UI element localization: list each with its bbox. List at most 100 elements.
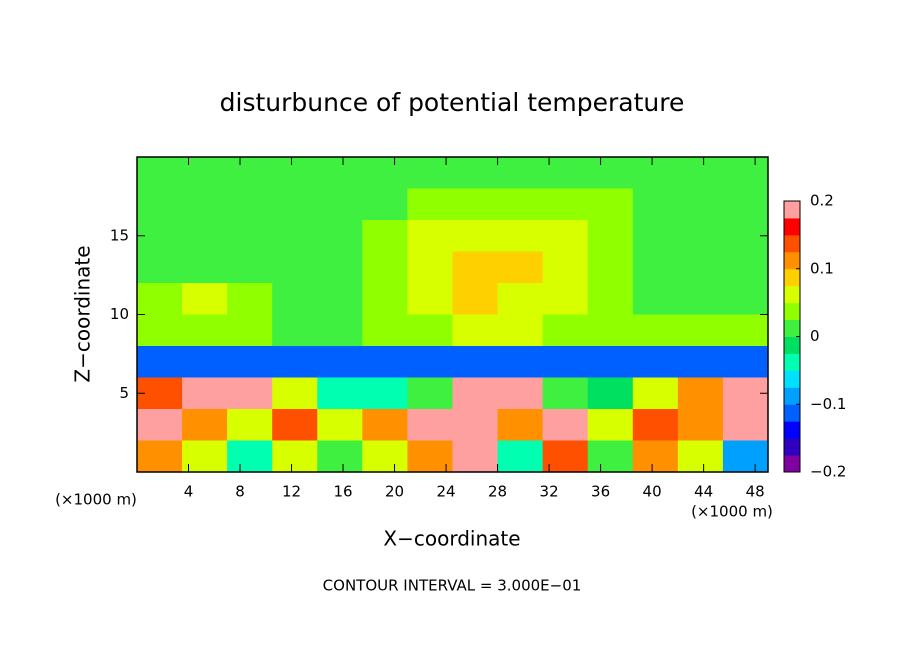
heat-cell xyxy=(317,314,363,347)
heat-cell xyxy=(677,188,724,221)
heat-cell xyxy=(722,409,769,441)
heat-cell xyxy=(722,188,769,221)
heat-cell xyxy=(677,377,724,410)
heat-cell xyxy=(587,377,634,410)
heat-cell xyxy=(182,409,228,441)
colorbar-segment xyxy=(784,404,800,422)
heat-cell xyxy=(362,409,408,441)
heat-cell xyxy=(542,188,589,221)
heat-cell xyxy=(587,188,634,221)
heat-cell xyxy=(272,346,318,378)
heat-cell xyxy=(587,440,634,473)
heat-cell xyxy=(632,346,679,378)
heat-cell xyxy=(407,220,453,252)
heat-cell xyxy=(677,409,724,441)
heat-cell xyxy=(587,409,634,441)
heat-cell xyxy=(587,251,634,284)
heat-cell xyxy=(452,220,499,252)
colorbar-segment xyxy=(784,234,800,253)
heat-cell xyxy=(362,220,408,252)
heat-cell xyxy=(542,346,589,378)
heat-cell xyxy=(497,409,544,441)
heat-cell xyxy=(272,377,318,410)
heat-cell xyxy=(677,157,724,189)
y-tick-label: 10 xyxy=(110,305,129,323)
heat-cell xyxy=(452,409,499,441)
heat-cell xyxy=(677,314,724,347)
heat-cell xyxy=(227,409,273,441)
heat-cell xyxy=(137,157,183,189)
y-tick-label: 5 xyxy=(119,384,129,402)
heat-cell xyxy=(587,314,634,347)
colorbar-tick-label: −0.1 xyxy=(810,395,846,413)
heat-cell xyxy=(452,157,499,189)
heat-cell xyxy=(182,157,228,189)
heat-cell xyxy=(542,377,589,410)
heat-cell xyxy=(137,314,183,347)
heat-cell xyxy=(227,188,273,221)
colorbar-segment xyxy=(784,319,800,337)
heat-cell xyxy=(722,157,769,189)
colorbar-segment xyxy=(784,285,800,304)
colorbar-segment xyxy=(784,455,800,473)
heat-cell xyxy=(272,283,318,315)
chart-title: disturbunce of potential temperature xyxy=(220,88,685,117)
heat-cell xyxy=(722,251,769,284)
heat-cell xyxy=(407,409,453,441)
colorbar-segment xyxy=(784,336,800,354)
heat-cell xyxy=(317,157,363,189)
heat-cell xyxy=(722,314,769,347)
colorbar-segment xyxy=(784,438,800,456)
y-axis-label: Z−coordinate xyxy=(71,245,95,382)
heat-cell xyxy=(452,188,499,221)
heat-cell xyxy=(137,346,183,378)
colorbar-segment xyxy=(784,302,800,321)
heat-cell xyxy=(227,440,273,473)
heat-cell xyxy=(227,377,273,410)
colorbar-segment xyxy=(784,268,800,287)
x-tick-label: 28 xyxy=(488,483,507,501)
heat-cell xyxy=(272,157,318,189)
heat-cell xyxy=(272,440,318,473)
heat-cell xyxy=(182,220,228,252)
x-tick-label: 20 xyxy=(385,483,404,501)
colorbar-segment xyxy=(784,370,800,388)
heat-cell xyxy=(317,377,363,410)
heat-cell xyxy=(497,251,544,284)
heat-cell xyxy=(677,251,724,284)
colorbar-segment xyxy=(784,387,800,405)
colorbar-tick-label: 0.1 xyxy=(810,259,834,277)
heat-cell xyxy=(317,283,363,315)
heat-cell xyxy=(632,377,679,410)
heat-cell xyxy=(182,251,228,284)
heat-cell xyxy=(407,157,453,189)
heat-cell xyxy=(542,283,589,315)
heat-cell xyxy=(497,157,544,189)
note: CONTOUR INTERVAL = 3.000E−01 xyxy=(323,577,582,595)
heat-cell xyxy=(542,220,589,252)
heat-cell xyxy=(407,283,453,315)
x-tick-label: 44 xyxy=(694,483,713,501)
heat-cell xyxy=(182,283,228,315)
colorbar-tick-label: 0 xyxy=(810,327,820,345)
colorbar-segment xyxy=(784,421,800,439)
x-tick-label: 36 xyxy=(591,483,610,501)
heat-cell xyxy=(407,377,453,410)
heat-cell xyxy=(272,251,318,284)
heat-cell xyxy=(677,220,724,252)
heat-cell xyxy=(137,440,183,473)
heat-cell xyxy=(227,251,273,284)
heat-cell xyxy=(497,283,544,315)
heat-cell xyxy=(362,377,408,410)
heat-cell xyxy=(182,188,228,221)
heat-cell xyxy=(587,220,634,252)
heat-cell xyxy=(182,377,228,410)
heat-cell xyxy=(182,314,228,347)
heat-cell xyxy=(227,346,273,378)
heat-cell xyxy=(587,346,634,378)
heat-cell xyxy=(317,188,363,221)
x-tick-label: 32 xyxy=(540,483,559,501)
heat-cell xyxy=(677,283,724,315)
heat-cell xyxy=(362,440,408,473)
colorbar-segment xyxy=(784,217,800,236)
